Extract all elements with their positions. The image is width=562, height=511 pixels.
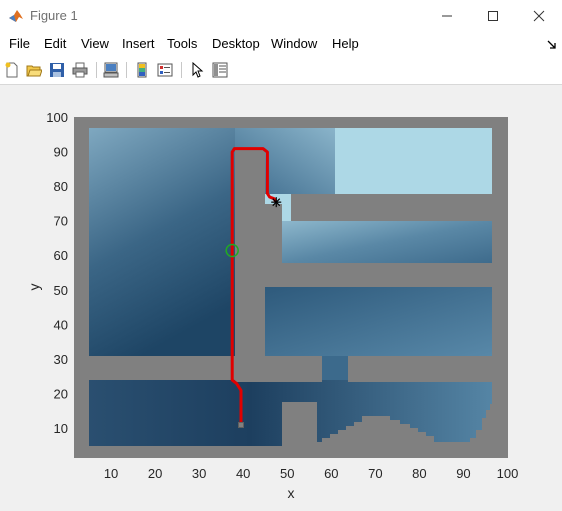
x-tick-label: 30 (192, 466, 206, 481)
open-file-icon (26, 65, 42, 77)
link-plot-icon (103, 62, 119, 78)
print-button[interactable] (70, 60, 90, 80)
x-tick-label: 20 (148, 466, 162, 481)
save-icon (50, 63, 64, 77)
legend-icon (157, 63, 173, 77)
y-axis-label: y (26, 284, 42, 291)
y-tick-label: 50 (54, 283, 68, 298)
x-axis-label: x (288, 485, 295, 501)
free-region-right (265, 287, 492, 356)
y-tick-label: 20 (54, 386, 68, 401)
x-tick-label: 40 (236, 466, 250, 481)
window-title: Figure 1 (30, 8, 78, 23)
start-point (237, 421, 244, 428)
edit-plot-button[interactable] (187, 60, 207, 80)
matlab-logo-icon (9, 10, 23, 22)
dock-arrow-icon[interactable] (547, 40, 557, 50)
menu-insert[interactable]: Insert (122, 36, 155, 51)
y-tick-label: 90 (54, 145, 68, 160)
colorbar-icon (137, 62, 147, 78)
insert-colorbar-button[interactable] (132, 60, 152, 80)
free-region-top-right (335, 128, 492, 194)
menu-file[interactable]: File (9, 36, 30, 51)
menu-edit[interactable]: Edit (44, 36, 67, 51)
y-axis-ticks: 10 20 30 40 50 60 70 80 90 100 (46, 110, 68, 436)
menu-window[interactable]: Window (271, 36, 318, 51)
plot-area: 10 20 30 40 50 60 70 80 90 100 10 20 30 40 50 60 70 80 90… (26, 110, 519, 501)
x-tick-label: 60 (324, 466, 338, 481)
open-file-button[interactable] (24, 60, 44, 80)
x-tick-label: 90 (456, 466, 470, 481)
toolbar-separator (126, 62, 127, 78)
free-region-gap (322, 356, 348, 380)
x-tick-label: 80 (412, 466, 426, 481)
figure-canvas: 10 20 30 40 50 60 70 80 90 100 10 20 30 40 50 60 70 80 90… (0, 85, 562, 506)
toolbar (0, 56, 562, 85)
start-marker (225, 243, 239, 258)
y-tick-label: 60 (54, 248, 68, 263)
menu-view[interactable]: View (81, 36, 109, 51)
save-button[interactable] (47, 60, 67, 80)
new-figure-button[interactable] (2, 60, 22, 80)
menu-tools[interactable]: Tools (167, 36, 198, 51)
x-tick-label: 10 (104, 466, 118, 481)
y-tick-label: 100 (46, 110, 68, 125)
close-button[interactable] (516, 0, 562, 32)
free-region-middle (282, 221, 492, 263)
minimize-icon (442, 15, 452, 17)
goal-marker (271, 197, 282, 208)
y-tick-label: 80 (54, 179, 68, 194)
menu-desktop[interactable]: Desktop (212, 36, 260, 51)
property-inspector-button[interactable] (210, 60, 230, 80)
insert-legend-button[interactable] (155, 60, 175, 80)
y-tick-label: 30 (54, 352, 68, 367)
toolbar-separator (96, 62, 97, 78)
free-region-left (89, 128, 235, 356)
x-tick-label: 70 (368, 466, 382, 481)
y-tick-label: 40 (54, 317, 68, 332)
x-tick-label: 100 (497, 466, 519, 481)
path-line (230, 147, 278, 425)
print-icon (72, 62, 88, 78)
maximize-icon (488, 11, 498, 21)
new-figure-icon (5, 62, 18, 78)
property-inspector-icon (212, 62, 228, 78)
menu-bar: File Edit View Insert Tools Desktop Wind… (0, 32, 562, 56)
link-plot-button[interactable] (101, 60, 121, 80)
y-tick-label: 70 (54, 214, 68, 229)
goal-marker-stroke (272, 198, 281, 207)
maximize-button[interactable] (470, 0, 516, 32)
menu-help[interactable]: Help (332, 36, 359, 51)
y-tick-label: 10 (54, 421, 68, 436)
pointer-icon (192, 62, 204, 78)
toolbar-separator (181, 62, 182, 78)
title-bar: Figure 1 (0, 0, 562, 32)
x-tick-label: 50 (280, 466, 294, 481)
minimize-button[interactable] (424, 0, 470, 32)
x-axis-ticks: 10 20 30 40 50 60 70 80 90 100 (104, 466, 519, 481)
obstacles (89, 150, 492, 446)
close-icon (533, 10, 545, 22)
